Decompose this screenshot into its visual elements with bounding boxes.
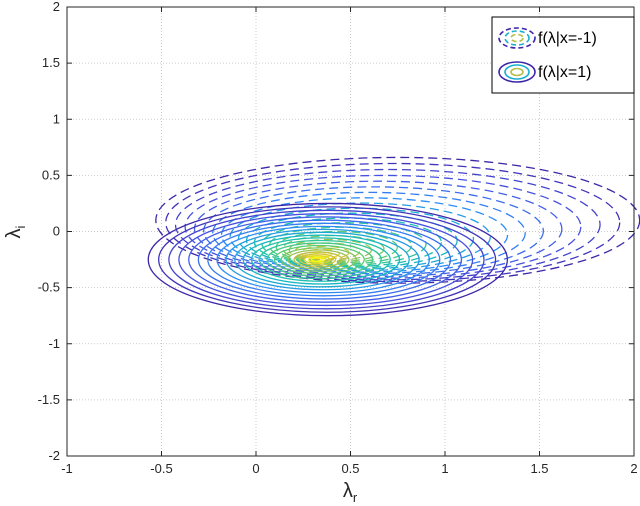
- y-tick-label: 2: [53, 0, 60, 14]
- solid-contour-level: [287, 249, 350, 270]
- solid-contour-level: [258, 239, 382, 280]
- legend-item-solid: f(λ|x=1): [498, 61, 592, 83]
- x-tick-label: 1.5: [530, 461, 548, 476]
- x-axis-ticks: -1 -0.5 0 0.5 1 1.5 2: [61, 7, 638, 476]
- solid-contour-level: [147, 202, 509, 317]
- dashed-contour-level: [275, 230, 398, 264]
- solid-contour-level: [178, 213, 474, 307]
- solid-contour-level: [310, 257, 323, 262]
- legend-dashed-contour-icon: [498, 27, 536, 49]
- solid-contour-level: [225, 228, 420, 291]
- solid-contour-level: [250, 237, 391, 282]
- solid-contour-level: [280, 247, 357, 272]
- dashed-contour-level: [184, 174, 582, 279]
- legend-solid-contour-icon: [498, 61, 536, 83]
- solid-contour-level: [242, 234, 401, 285]
- solid-contour-level: [158, 206, 497, 313]
- y-axis-ticks: -2 -1.5 -1 -0.5 0 0.5 1 1.5 2: [38, 0, 634, 463]
- solid-contour-level: [197, 219, 452, 300]
- legend-label-solid: f(λ|x=1): [538, 64, 592, 81]
- y-tick-label: 1: [53, 111, 60, 126]
- dashed-contour-level: [220, 197, 509, 273]
- x-axis-label-subscript: r: [353, 490, 358, 505]
- x-tick-label: 1: [441, 461, 448, 476]
- solid-contour-level: [293, 251, 343, 268]
- legend-icon-ring: [498, 27, 536, 49]
- dashed-contour-level: [165, 162, 621, 283]
- dashed-contour-level: [203, 186, 544, 276]
- x-tick-label: -1: [61, 461, 73, 476]
- legend-icon-ring: [504, 30, 530, 46]
- solid-contour-level: [273, 244, 365, 275]
- solid-contour-level: [266, 242, 374, 277]
- legend-box: [491, 16, 635, 94]
- x-tick-label: 2: [630, 461, 637, 476]
- solid-contour-level: [303, 254, 331, 265]
- solid-contour-level: [207, 222, 441, 297]
- legend: f(λ|x=-1) f(λ|x=1): [491, 16, 635, 94]
- series-solid-contours: [147, 202, 509, 317]
- y-tick-label: -1.5: [38, 392, 60, 407]
- y-tick-label: 0.5: [42, 167, 60, 182]
- y-tick-label: -2: [48, 448, 60, 463]
- x-tick-label: 0: [252, 461, 259, 476]
- legend-label-dashed: f(λ|x=-1): [538, 30, 597, 47]
- dashed-contour-level: [288, 238, 372, 262]
- solid-contour-level: [234, 231, 410, 288]
- solid-contour-level: [308, 256, 326, 263]
- y-axis-label-subscript: i: [13, 225, 28, 228]
- solid-contour-level: [188, 216, 463, 303]
- legend-icon-ring: [510, 33, 524, 43]
- legend-icon-ring: [504, 64, 530, 80]
- legend-item-dashed: f(λ|x=-1): [498, 27, 597, 49]
- y-tick-label: -0.5: [38, 280, 60, 295]
- y-axis-label: λi: [3, 225, 28, 238]
- x-axis-label: λr: [343, 480, 358, 505]
- dashed-contour-level: [212, 191, 526, 275]
- x-tick-label: -0.5: [150, 461, 172, 476]
- dashed-contour-level: [174, 168, 601, 281]
- y-tick-label: 0: [53, 224, 60, 239]
- legend-icon-ring: [510, 67, 524, 77]
- solid-contour-level: [216, 225, 430, 294]
- solid-contour-level: [298, 253, 337, 266]
- y-tick-label: 1.5: [42, 55, 60, 70]
- legend-icon-ring: [498, 61, 536, 83]
- x-tick-label: 0.5: [341, 461, 359, 476]
- solid-contour-level: [168, 209, 485, 310]
- y-tick-label: -1: [48, 336, 60, 351]
